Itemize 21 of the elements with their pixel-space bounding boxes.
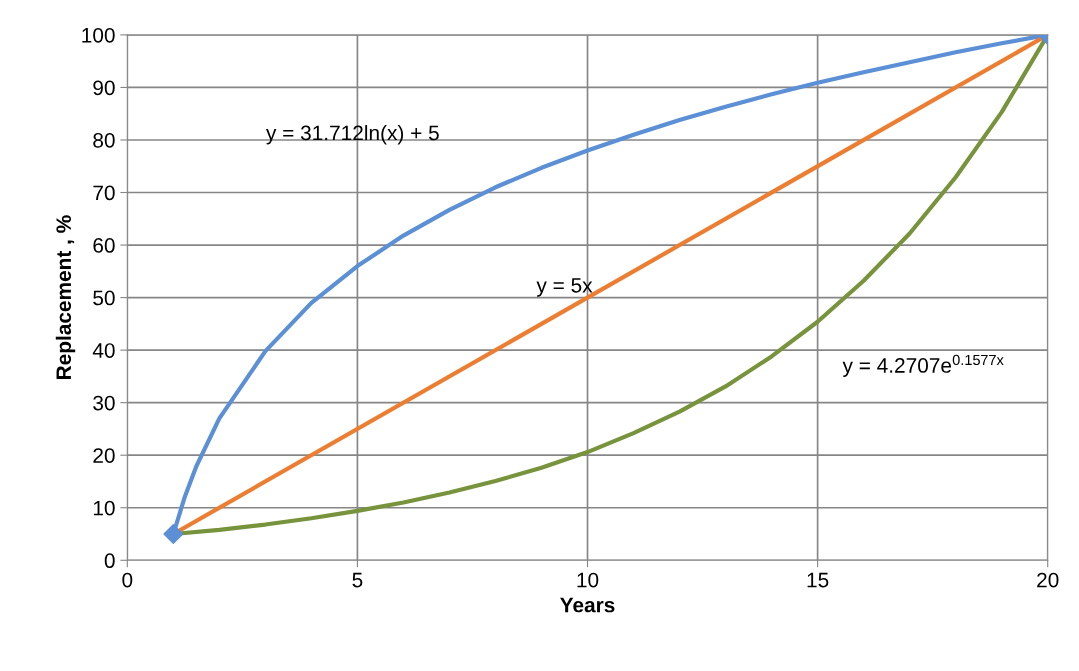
y-tick-label: 40 — [92, 343, 115, 358]
x-tick-label: 15 — [807, 572, 829, 588]
annotation: y = 5x — [536, 278, 593, 297]
y-tick-label: 50 — [93, 290, 115, 306]
x-axis-title: Years — [560, 597, 615, 613]
y-tick-label: 20 — [93, 448, 115, 463]
x-tick-label: 5 — [352, 572, 363, 588]
y-tick-label: 60 — [93, 238, 115, 253]
y-tick-label: 10 — [93, 500, 115, 516]
y-tick-label: 90 — [93, 80, 115, 96]
y-tick-label: 0 — [104, 553, 115, 569]
y-tick-label: 30 — [93, 395, 115, 411]
annotation: y = 4.2707e$^{0.1577x}$ — [842, 354, 1004, 377]
y-axis-title: Replacement , % — [55, 215, 76, 379]
x-tick-label: 0 — [122, 572, 133, 588]
y-tick-label: 70 — [93, 185, 115, 201]
y-tick-label: 80 — [93, 132, 115, 148]
x-tick-label: 20 — [1037, 572, 1059, 588]
annotation: y = 31.712ln(x) + 5 — [266, 125, 439, 145]
y-tick-label: 100 — [82, 27, 115, 43]
x-tick-label: 10 — [577, 572, 599, 588]
